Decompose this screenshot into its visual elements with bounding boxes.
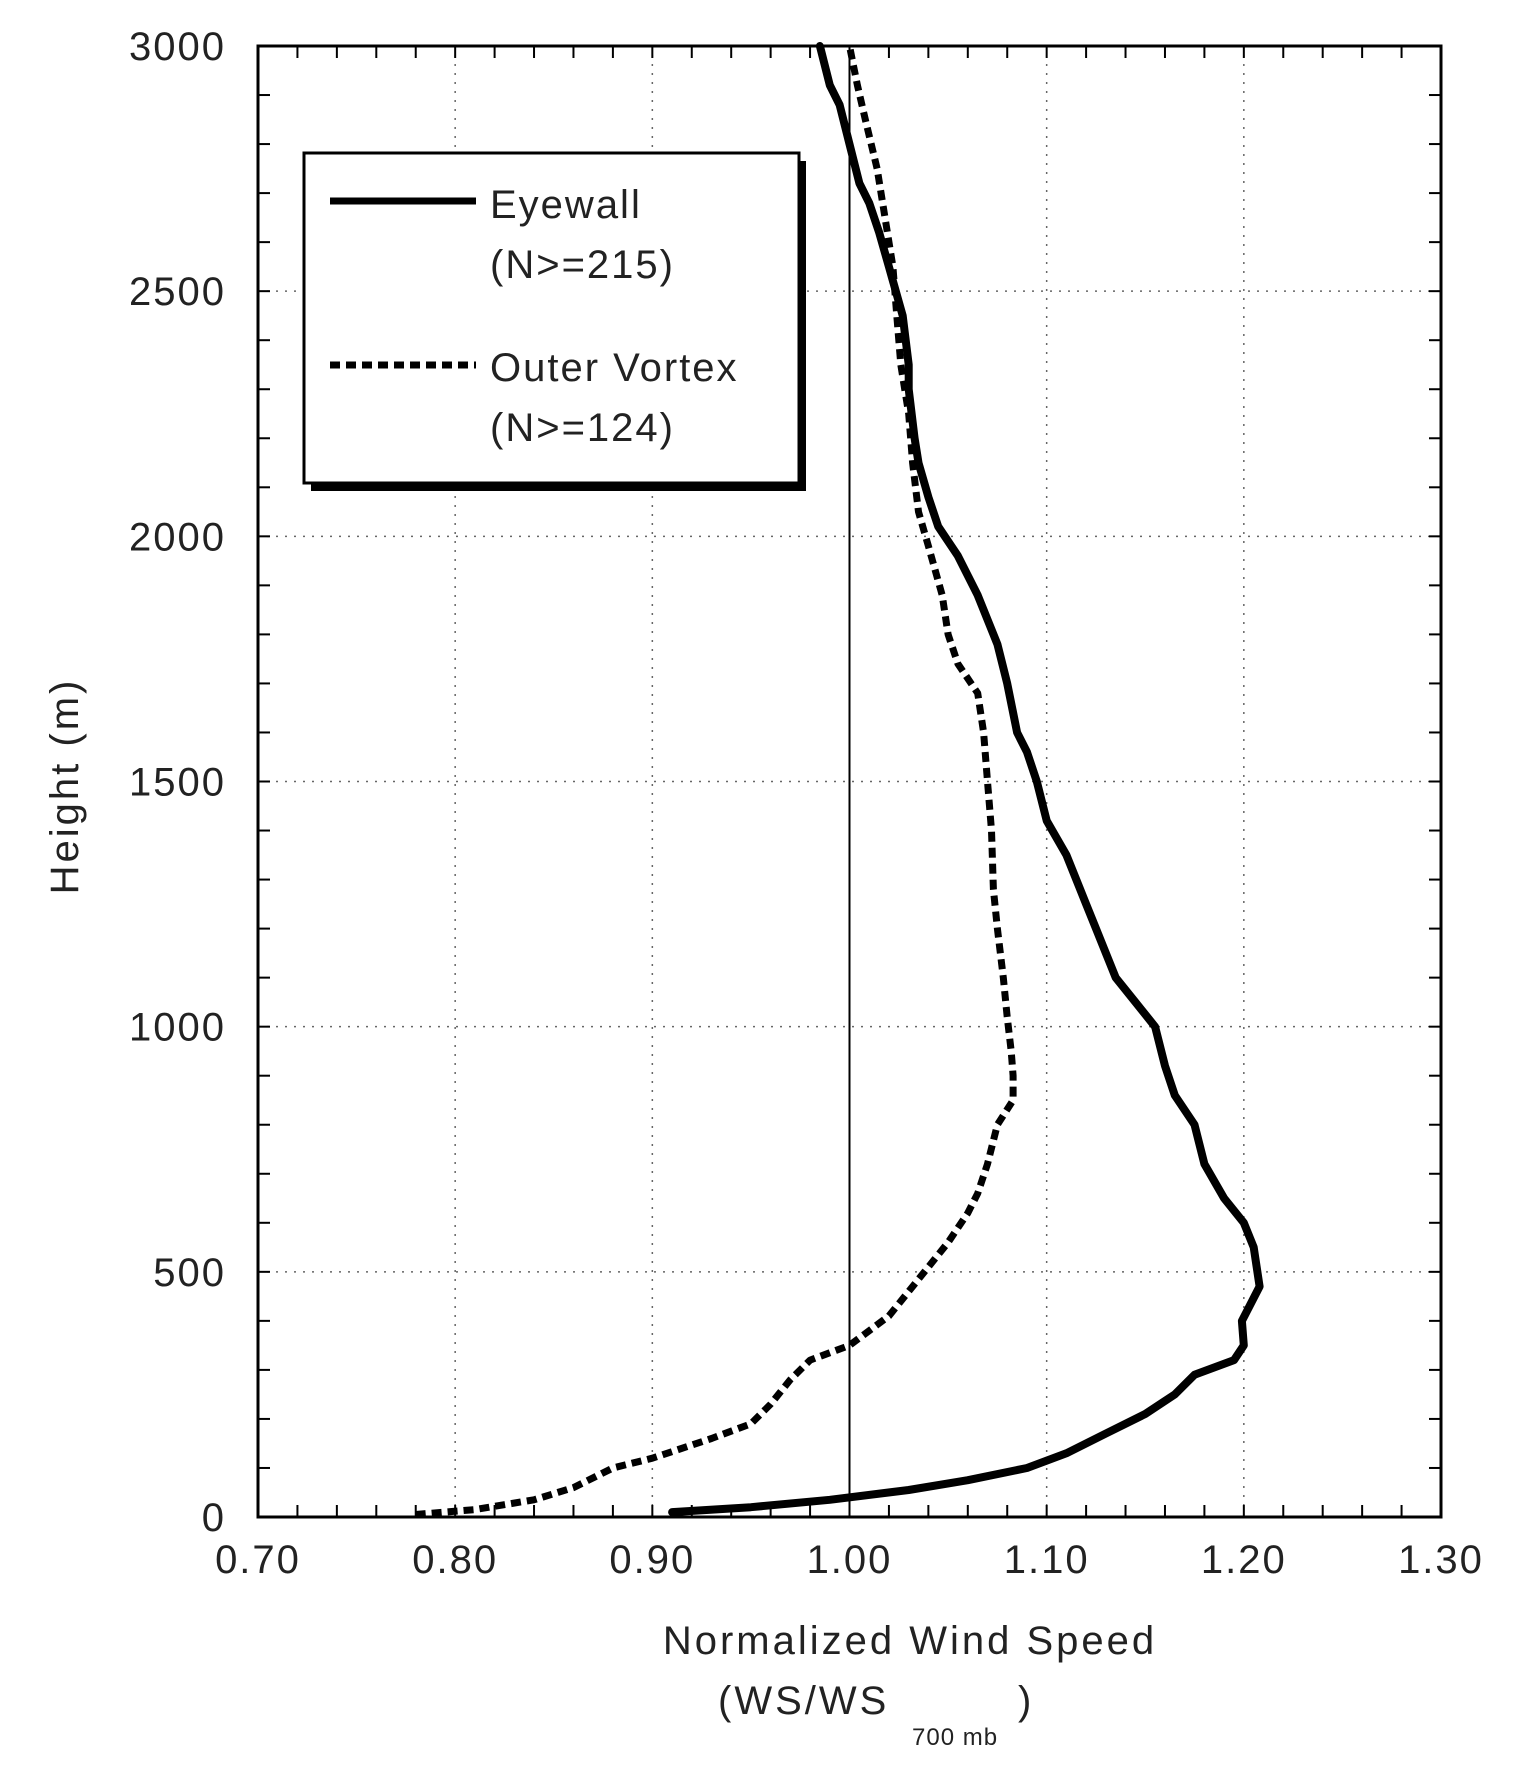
legend: Eyewall (N>=215) Outer Vortex (N>=124)	[302, 151, 806, 491]
series-layer	[415, 42, 1264, 1518]
x-tick-label: 0.80	[412, 1538, 498, 1582]
x-axis-subtitle-text: (WS/WS	[718, 1679, 889, 1723]
series-line-eyewall	[668, 42, 1264, 1517]
y-tick-label: 3000	[129, 25, 226, 69]
y-tick-label: 1500	[129, 761, 226, 805]
x-axis-title: Normalized Wind Speed	[663, 1619, 1157, 1663]
y-axis-title: Height (m)	[43, 678, 87, 895]
legend-label-outer-vortex: Outer Vortex	[490, 346, 739, 390]
y-tick-label: 2500	[129, 270, 226, 314]
plot-frame	[256, 44, 1443, 1519]
y-tick-label: 0	[202, 1496, 226, 1540]
legend-label-eyewall: Eyewall	[490, 183, 642, 227]
y-tick-label: 1000	[129, 1006, 226, 1050]
minor-ticks	[257, 45, 1442, 1518]
x-tick-label: 1.00	[807, 1538, 893, 1582]
grid-lines	[258, 46, 1441, 1517]
series-line-outer-vortex	[415, 45, 1017, 1518]
x-tick-label: 1.30	[1398, 1538, 1484, 1582]
legend-note-outer-vortex: (N>=124)	[490, 406, 675, 450]
x-tick-label: 1.20	[1201, 1538, 1287, 1582]
x-axis-subtitle: (WS/WS 700 mb )	[718, 1679, 1034, 1751]
x-axis-close-paren: )	[1018, 1679, 1034, 1723]
x-tick-label: 0.90	[609, 1538, 695, 1582]
legend-box	[302, 151, 801, 485]
x-axis-subscript: 700 mb	[912, 1724, 998, 1751]
x-tick-label: 0.70	[215, 1538, 301, 1582]
x-tick-label: 1.10	[1004, 1538, 1090, 1582]
x-tick-labels: 0.70 0.80 0.90 1.00 1.10 1.20 1.30	[215, 1538, 1484, 1582]
y-tick-label: 500	[153, 1251, 226, 1295]
legend-note-eyewall: (N>=215)	[490, 243, 675, 287]
y-tick-labels: 0 500 1000 1500 2000 2500 3000	[129, 25, 226, 1540]
y-tick-label: 2000	[129, 515, 226, 559]
